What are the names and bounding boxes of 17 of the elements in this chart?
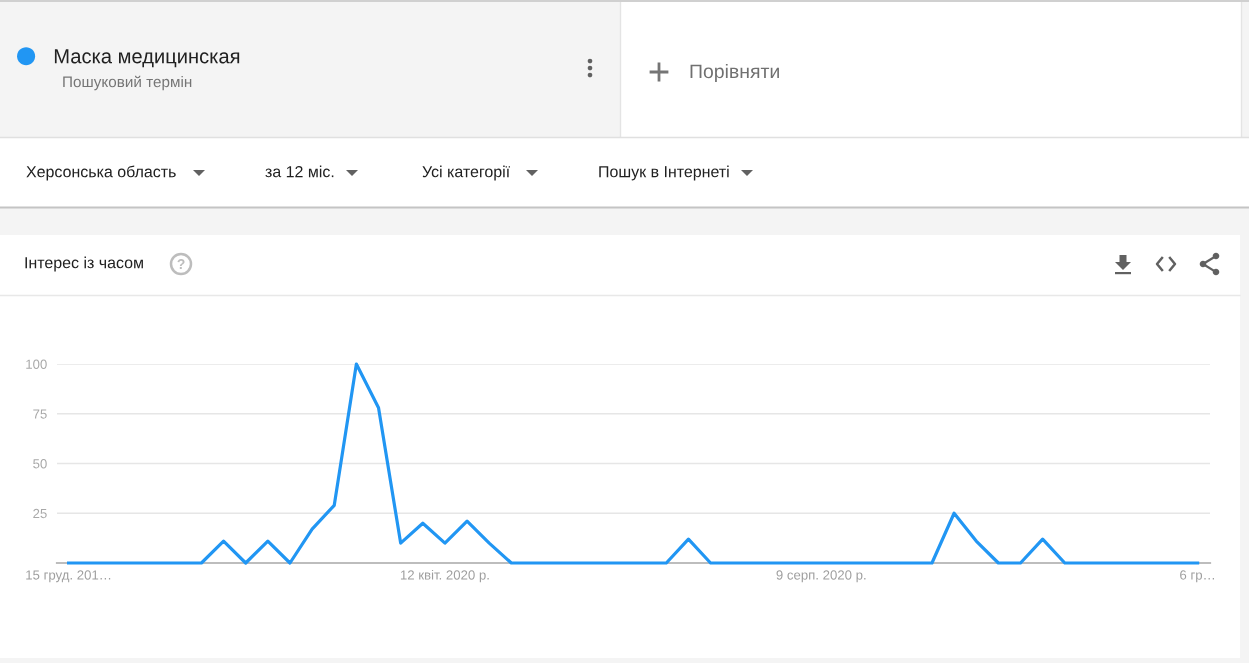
- x-tick-label: 12 квіт. 2020 р.: [400, 569, 489, 583]
- text: Пошук в Інтернеті: [599, 165, 729, 181]
- y-tick-label: 25: [33, 508, 47, 519]
- legend-label: Маска медицинская: [54, 49, 240, 68]
- text: Херсонська область: [26, 165, 176, 181]
- x-tick-label: 15 груд. 201…: [26, 570, 111, 583]
- text: Пошуковий термін: [63, 75, 192, 91]
- x-tick-label: 9 серп. 2020 р.: [776, 570, 866, 583]
- text: Усі категорії: [422, 165, 510, 181]
- text: Порівняти: [690, 63, 779, 83]
- chart-title: Інтерес із часом: [25, 256, 143, 272]
- y-tick-label: 75: [33, 409, 47, 419]
- y-tick-label: 100: [26, 359, 47, 369]
- x-tick-label: 6 гр…: [1180, 570, 1214, 583]
- y-tick-label: 50: [33, 459, 47, 469]
- line-series: [67, 362, 1200, 565]
- text: за 12 міс.: [265, 165, 334, 178]
